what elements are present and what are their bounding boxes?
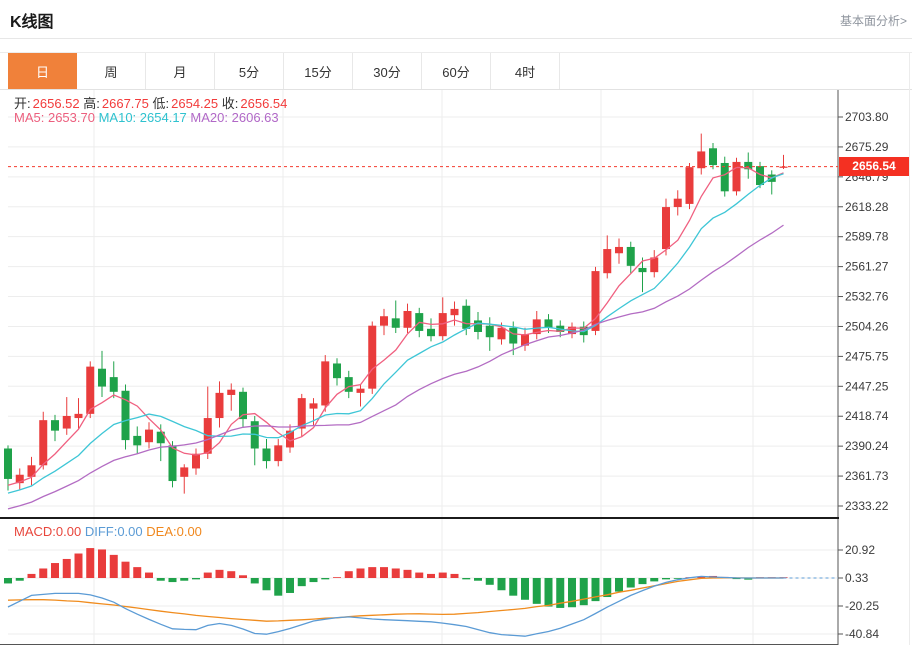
svg-text:2361.73: 2361.73: [845, 469, 889, 483]
page-title: K线图: [10, 14, 54, 31]
tab-month[interactable]: 月: [146, 53, 215, 89]
svg-text:2675.29: 2675.29: [845, 140, 889, 154]
svg-text:2475.75: 2475.75: [845, 349, 889, 363]
right-edge-border: [909, 53, 910, 645]
svg-text:2532.76: 2532.76: [845, 290, 889, 304]
main-grid: 2703.802675.292646.792618.282589.782561.…: [8, 90, 889, 517]
last-price-tag: 2656.54: [839, 157, 909, 176]
panel-separator: [0, 517, 839, 519]
macd-histogram: [4, 548, 788, 608]
svg-text:2618.28: 2618.28: [845, 200, 889, 214]
tab-day[interactable]: 日: [8, 53, 77, 89]
main-candlestick-chart[interactable]: 2703.802675.292646.792618.282589.782561.…: [0, 90, 912, 517]
svg-text:2703.80: 2703.80: [845, 110, 889, 124]
svg-text:2390.24: 2390.24: [845, 439, 889, 453]
tab-15min[interactable]: 15分: [284, 53, 353, 89]
tab-5min[interactable]: 5分: [215, 53, 284, 89]
svg-text:20.92: 20.92: [845, 543, 875, 557]
tab-30min[interactable]: 30分: [353, 53, 422, 89]
tab-4hour[interactable]: 4时: [491, 53, 560, 89]
svg-text:-40.84: -40.84: [845, 627, 879, 641]
macd-chart[interactable]: 20.92 0.33 -20.25 -40.84: [0, 519, 912, 645]
svg-text:2589.78: 2589.78: [845, 230, 889, 244]
ma-lines-layer: [7, 166, 784, 510]
header: K线图 基本面分析>: [0, 0, 912, 39]
period-tabs: 日 周 月 5分 15分 30分 60分 4时: [0, 52, 912, 90]
macd-grid: 20.92 0.33 -20.25 -40.84: [0, 519, 879, 645]
svg-text:2333.22: 2333.22: [845, 499, 889, 513]
svg-text:2447.25: 2447.25: [845, 379, 889, 393]
fundamental-analysis-link[interactable]: 基本面分析>: [839, 14, 907, 28]
svg-text:2504.26: 2504.26: [845, 319, 889, 333]
svg-text:-20.25: -20.25: [845, 599, 879, 613]
macd-lines: [7, 575, 838, 637]
svg-text:2561.27: 2561.27: [845, 260, 889, 274]
tab-60min[interactable]: 60分: [422, 53, 491, 89]
svg-text:2418.74: 2418.74: [845, 409, 889, 423]
tab-week[interactable]: 周: [77, 53, 146, 89]
candles-layer: [4, 133, 788, 494]
svg-text:0.33: 0.33: [845, 571, 869, 585]
